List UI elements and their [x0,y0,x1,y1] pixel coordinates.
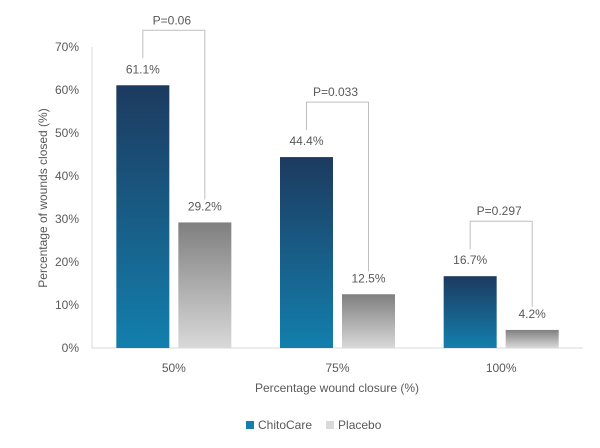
y-tick-label: 30% [55,212,79,226]
y-tick-label: 40% [55,169,79,183]
y-tick-label: 20% [55,255,79,269]
x-tick-label: 50% [162,361,186,375]
bar-chitocare [444,276,497,348]
bar-placebo [506,330,559,348]
bar-placebo [342,294,395,348]
data-label: 61.1% [126,62,160,76]
p-value-label: P=0.297 [477,204,522,218]
p-value-label: P=0.033 [313,85,358,99]
y-tick-label: 60% [55,83,79,97]
legend-swatch-placebo [326,421,334,429]
x-tick-label: 75% [325,361,349,375]
y-tick-label: 0% [62,341,80,355]
y-tick-label: 10% [55,298,79,312]
y-tick-label: 50% [55,126,79,140]
x-axis-title: Percentage wound closure (%) [255,381,419,395]
bar-chitocare [280,157,333,348]
legend-label-placebo: Placebo [338,418,382,432]
legend-label-chitocare: ChitoCare [258,418,312,432]
bar-chitocare [116,85,169,348]
p-value-label: P=0.06 [153,13,192,27]
data-label: 16.7% [453,253,487,267]
y-tick-label: 70% [55,40,79,54]
data-label: 29.2% [188,199,222,213]
x-tick-label: 100% [486,361,517,375]
y-axis-title: Percentage of wounds closed (%) [36,108,50,287]
data-label: 44.4% [289,134,323,148]
legend-swatch-chitocare [246,421,254,429]
legend: ChitoCare Placebo [246,418,382,432]
data-label: 4.2% [518,307,546,321]
data-label: 12.5% [351,271,385,285]
bar-placebo [178,222,231,348]
